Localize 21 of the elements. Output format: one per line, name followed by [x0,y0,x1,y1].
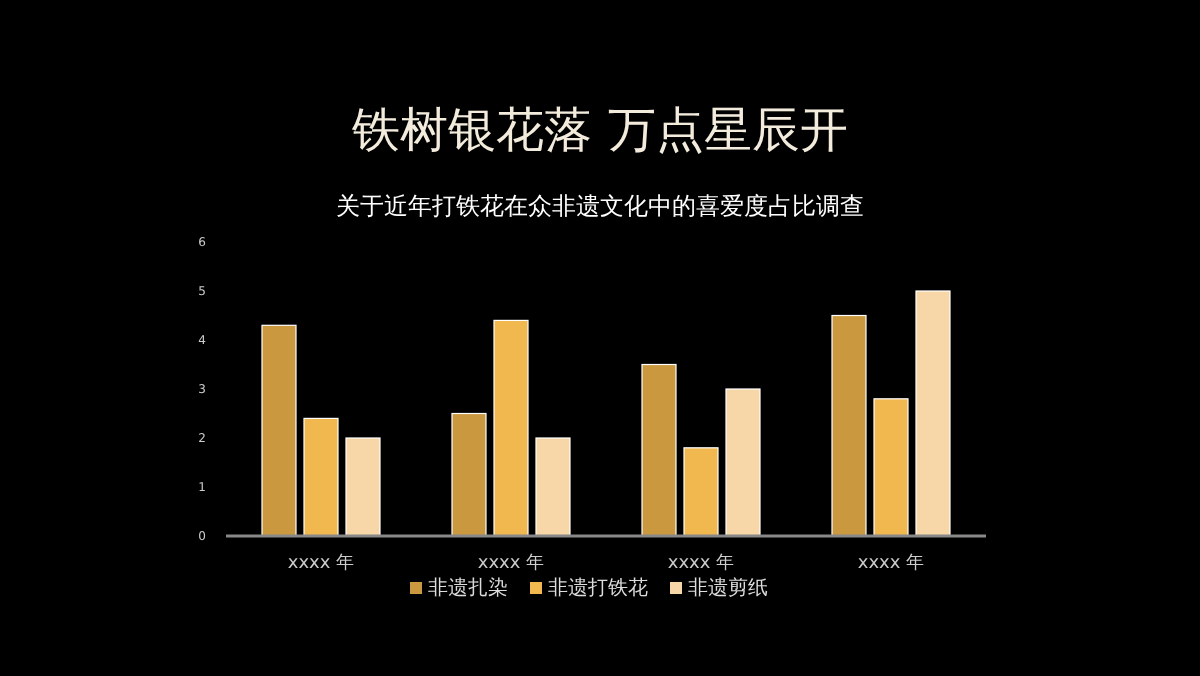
bar [831,314,867,537]
bar [493,319,529,537]
bar [641,363,677,537]
bar [535,437,571,537]
x-tick-label: xxxx 年 [287,552,355,574]
x-tick-label: xxxx 年 [857,552,925,574]
bar [725,388,761,537]
bar [261,324,297,537]
bar [451,412,487,537]
x-tick-label: xxxx 年 [477,552,545,574]
legend-label: 非遗扎染 [428,576,508,600]
bar [683,447,719,537]
legend-label: 非遗打铁花 [548,576,648,600]
bar [303,417,339,537]
bar [915,290,951,537]
x-tick-label: xxxx 年 [667,552,735,574]
subtitle: 关于近年打铁花在众非遗文化中的喜爱度占比调查 [336,192,864,220]
title: 铁树银花落 万点星辰开 [352,102,848,158]
bar [873,398,909,537]
legend-label: 非遗剪纸 [688,576,768,600]
bar [345,437,381,537]
